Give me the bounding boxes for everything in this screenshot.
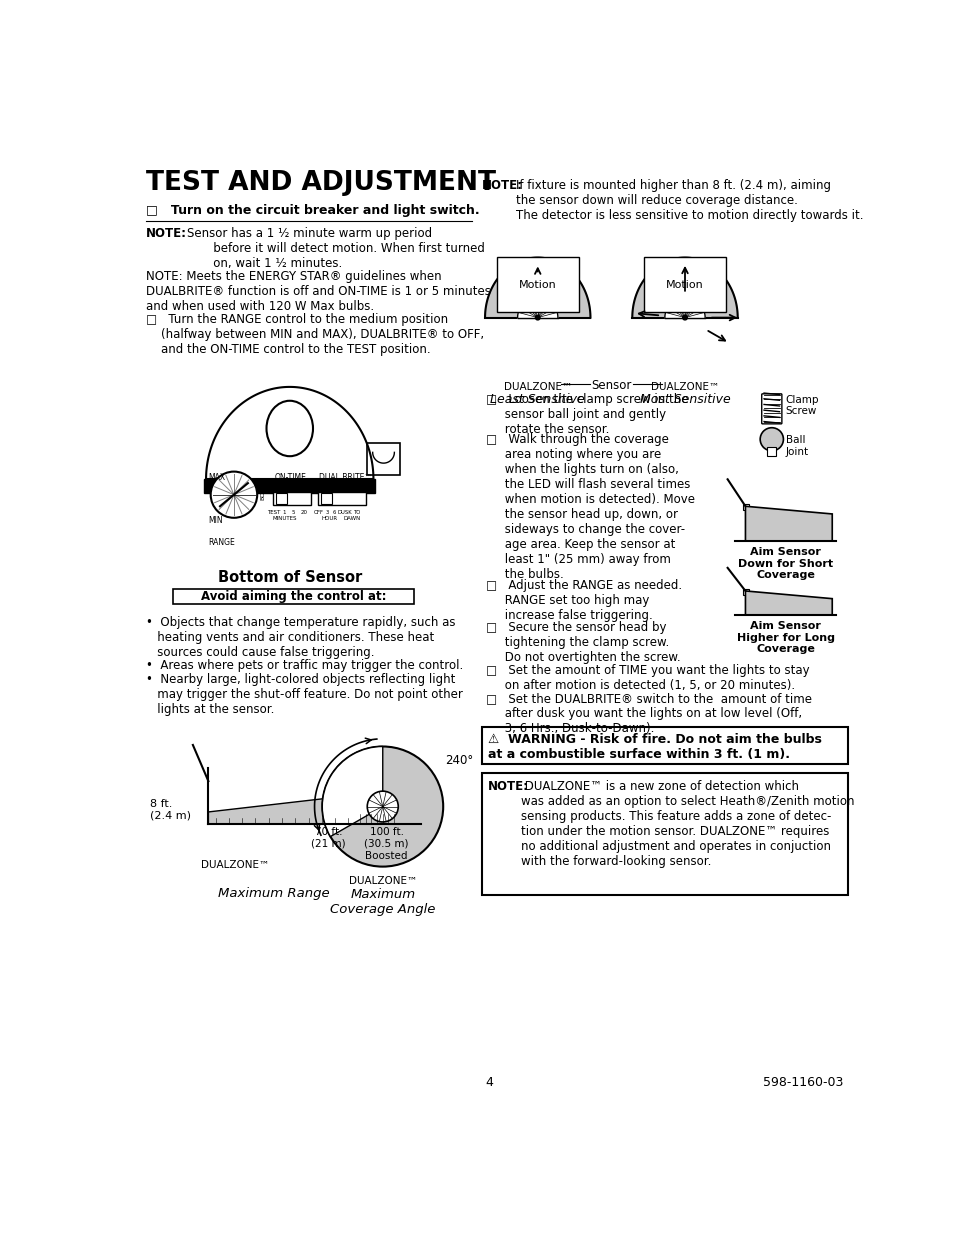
Text: Ball
Joint: Ball Joint [785,436,808,457]
Text: Clamp
Screw: Clamp Screw [785,395,819,416]
Bar [318,492,366,505]
Bar [204,479,375,493]
Text: NOTE:: NOTE: [488,779,529,793]
Text: □   Secure the sensor head by
     tightening the clamp screw.
     Do not overt: □ Secure the sensor head by tightening t… [485,621,679,664]
Bar [367,443,399,475]
Text: Sensor has a 1 ½ minute warm up period
       before it will detect motion. When: Sensor has a 1 ½ minute warm up period b… [187,227,485,269]
Polygon shape [517,298,558,317]
Text: □   Set the amount of TIME you want the lights to stay
     on after motion is d: □ Set the amount of TIME you want the li… [485,664,808,692]
Text: DUALZONE™: DUALZONE™ [503,382,572,391]
Text: Least Sensitive: Least Sensitive [490,393,584,406]
Bar [274,492,311,505]
Text: □   Set the DUALBRITE® switch to the  amount of time
     after dusk you want th: □ Set the DUALBRITE® switch to the amoun… [485,692,811,735]
Text: If fixture is mounted higher than 8 ft. (2.4 m), aiming
the sensor down will red: If fixture is mounted higher than 8 ft. … [516,179,862,222]
Text: OFF: OFF [314,510,324,515]
Polygon shape [744,506,831,541]
Text: MAX: MAX [208,473,225,482]
Text: DUALZONE™ is a new zone of detection which
was added as an option to select Heat: DUALZONE™ is a new zone of detection whi… [520,779,853,868]
Text: TO: TO [354,510,361,515]
Polygon shape [208,795,355,824]
Text: ⚠  WARNING - Risk of fire. Do not aim the bulbs
at a combustible surface within : ⚠ WARNING - Risk of fire. Do not aim the… [488,734,821,762]
Text: Aim Sensor
Down for Short
Coverage: Aim Sensor Down for Short Coverage [738,547,832,580]
Bar [742,504,748,510]
Text: Avoid aiming the control at:: Avoid aiming the control at: [201,590,386,603]
Wedge shape [322,746,382,836]
Polygon shape [484,258,590,317]
Text: Motion: Motion [518,279,556,289]
Text: 4: 4 [484,1076,493,1089]
Polygon shape [664,298,704,317]
Bar [275,493,286,504]
Text: MIN: MIN [208,516,223,525]
Text: □   Walk through the coverage
     area noting where you are
     when the light: □ Walk through the coverage area noting … [485,433,694,582]
Bar [742,589,748,595]
Text: 6: 6 [333,510,336,515]
FancyBboxPatch shape [481,773,847,895]
Text: •  Objects that change temperature rapidly, such as
   heating vents and air con: • Objects that change temperature rapidl… [146,616,456,659]
Circle shape [682,315,686,320]
Text: Maximum
Coverage Angle: Maximum Coverage Angle [330,888,435,916]
Text: TEST AND ADJUSTMENT: TEST AND ADJUSTMENT [146,169,496,196]
Text: RANGE: RANGE [208,537,234,547]
Text: □   Loosen the clamp screw in the
     sensor ball joint and gently
     rotate : □ Loosen the clamp screw in the sensor b… [485,393,688,436]
Bar [320,493,332,504]
Text: DAWN: DAWN [343,516,361,521]
Text: DUALZONE™: DUALZONE™ [650,382,719,391]
Circle shape [535,315,539,320]
Text: □   Adjust the RANGE as needed.
     RANGE set too high may
     increase false : □ Adjust the RANGE as needed. RANGE set … [485,579,681,622]
Text: 598-1160-03: 598-1160-03 [762,1076,843,1089]
Text: NOTE:: NOTE: [481,179,522,191]
Text: NOTE: Meets the ENERGY STAR® guidelines when
DUALBRITE® function is off and ON-T: NOTE: Meets the ENERGY STAR® guidelines … [146,270,491,312]
Text: HOUR: HOUR [322,516,337,521]
Circle shape [367,792,397,823]
Text: □   Turn the RANGE control to the medium position
    (halfway between MIN and M: □ Turn the RANGE control to the medium p… [146,312,484,356]
Circle shape [760,427,782,451]
Text: •  Nearby large, light-colored objects reflecting light
   may trigger the shut-: • Nearby large, light-colored objects re… [146,673,463,716]
Text: 100 ft.
(30.5 m)
Boosted: 100 ft. (30.5 m) Boosted [364,827,409,861]
Text: •  Areas where pets or traffic may trigger the control.: • Areas where pets or traffic may trigge… [146,659,463,673]
Text: Maximum Range: Maximum Range [218,888,330,900]
Polygon shape [355,795,397,824]
Text: Bottom of Sensor: Bottom of Sensor [217,571,361,585]
Text: BOOST: BOOST [260,478,265,500]
Text: DUAL BRITE™: DUAL BRITE™ [319,473,372,482]
Text: TEST: TEST [267,510,280,515]
Circle shape [211,472,257,517]
Text: □   Turn on the circuit breaker and light switch.: □ Turn on the circuit breaker and light … [146,204,479,216]
FancyBboxPatch shape [173,589,414,604]
Text: 8 ft.
(2.4 m): 8 ft. (2.4 m) [150,799,191,820]
Text: DUSK: DUSK [337,510,352,515]
Text: 240°: 240° [444,755,473,767]
Text: DUALZONE™: DUALZONE™ [348,876,416,885]
Bar [766,447,776,456]
Text: 20: 20 [300,510,307,515]
Text: NOTE:: NOTE: [146,227,187,240]
Polygon shape [744,592,831,615]
Text: ON-TIME: ON-TIME [274,473,306,482]
Ellipse shape [266,401,313,456]
FancyBboxPatch shape [760,394,781,424]
Text: MINUTES: MINUTES [272,516,296,521]
Text: Aim Sensor
Higher for Long
Coverage: Aim Sensor Higher for Long Coverage [736,621,834,655]
Text: Most Sensitive: Most Sensitive [639,393,730,406]
Text: 1: 1 [282,510,286,515]
Circle shape [322,746,443,867]
Text: 3: 3 [325,510,328,515]
Text: Sensor: Sensor [591,379,631,393]
Text: 70 ft.
(21 m): 70 ft. (21 m) [311,827,345,848]
Text: DUALZONE™: DUALZONE™ [200,861,269,871]
Text: 5: 5 [292,510,295,515]
Text: Motion: Motion [665,279,703,289]
Polygon shape [632,258,737,317]
FancyBboxPatch shape [481,727,847,764]
